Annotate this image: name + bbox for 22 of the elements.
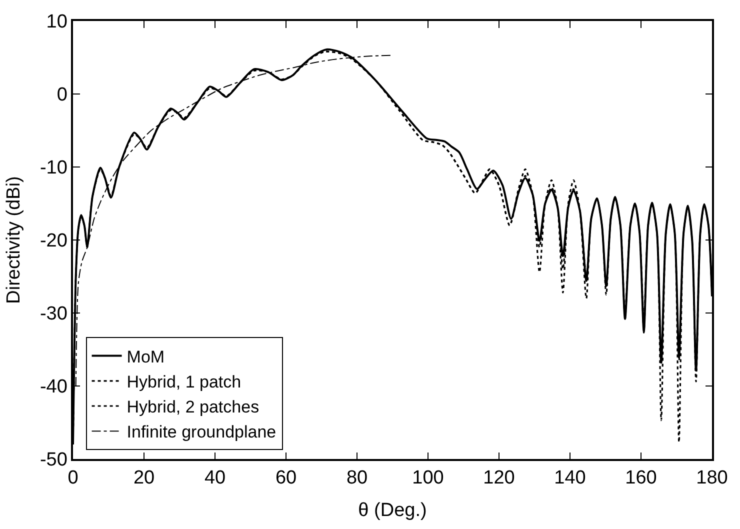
x-tick-label: 100 [412, 468, 444, 489]
y-tick-label: 0 [56, 84, 68, 106]
x-tick-label: 140 [554, 468, 586, 489]
x-tick-label: 20 [133, 468, 155, 489]
legend-label: MoM [126, 347, 165, 366]
y-tick-label: -20 [40, 230, 68, 252]
y-tick-label: -40 [40, 376, 68, 398]
legend-label: Hybrid, 2 patches [126, 398, 260, 417]
y-tick-label: 10 [46, 12, 68, 33]
y-tick-label: -10 [40, 158, 68, 179]
x-axis-title: θ (Deg.) [358, 500, 427, 521]
x-tick-label: 160 [625, 468, 657, 489]
legend-label: Hybrid, 1 patch [126, 372, 242, 392]
y-tick-label: -50 [40, 450, 68, 471]
x-tick-label: 80 [346, 468, 368, 489]
x-tick-label: 60 [275, 468, 297, 489]
legend-label: Infinite groundplane [126, 422, 276, 442]
x-tick-label: 40 [204, 468, 226, 489]
x-tick-label: 180 [696, 468, 728, 489]
x-tick-label: 120 [483, 468, 515, 489]
y-tick-label: -30 [40, 304, 68, 325]
y-axis-title: Directivity (dBi) [3, 176, 24, 304]
